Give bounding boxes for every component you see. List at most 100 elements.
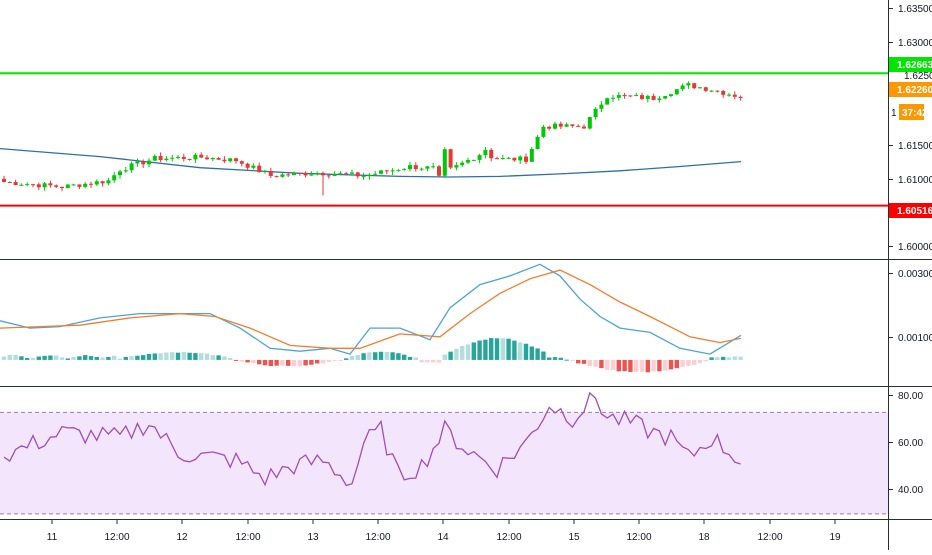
horizontal-levels-layer[interactable] bbox=[0, 72, 888, 207]
candle[interactable] bbox=[187, 158, 192, 161]
candle[interactable] bbox=[593, 107, 598, 120]
candle[interactable] bbox=[460, 160, 465, 168]
candle[interactable] bbox=[402, 167, 407, 171]
candles-layer[interactable] bbox=[2, 81, 743, 196]
candle[interactable] bbox=[437, 165, 441, 177]
candle[interactable] bbox=[466, 157, 470, 165]
candle[interactable] bbox=[234, 157, 238, 164]
candle[interactable] bbox=[326, 174, 331, 179]
candle[interactable] bbox=[390, 168, 395, 175]
candle[interactable] bbox=[500, 154, 505, 160]
candle[interactable] bbox=[651, 93, 656, 101]
candle[interactable] bbox=[616, 91, 621, 101]
candle[interactable] bbox=[152, 154, 157, 161]
candle[interactable] bbox=[350, 169, 354, 176]
price-axis[interactable]: 1.63500 1.63000 1.62500 1.61500 1.61000 … bbox=[888, 4, 932, 253]
candle[interactable] bbox=[413, 162, 418, 172]
candle[interactable] bbox=[176, 155, 180, 160]
candle[interactable] bbox=[535, 135, 540, 150]
candle[interactable] bbox=[634, 92, 639, 97]
candle[interactable] bbox=[216, 156, 221, 160]
candle[interactable] bbox=[622, 92, 627, 99]
candle[interactable] bbox=[680, 83, 685, 92]
candle[interactable] bbox=[495, 156, 499, 160]
candle[interactable] bbox=[738, 95, 743, 101]
candle[interactable] bbox=[605, 97, 610, 105]
candle[interactable] bbox=[611, 94, 615, 102]
candle[interactable] bbox=[396, 169, 401, 172]
candle[interactable] bbox=[570, 124, 575, 128]
candle[interactable] bbox=[454, 162, 459, 171]
rsi-axis[interactable]: 80.00 60.00 40.00 bbox=[888, 391, 923, 496]
candle[interactable] bbox=[599, 101, 604, 113]
candle[interactable] bbox=[164, 156, 169, 162]
candle[interactable] bbox=[367, 173, 372, 180]
candle[interactable] bbox=[732, 91, 737, 100]
candle[interactable] bbox=[321, 171, 325, 196]
candle[interactable] bbox=[7, 181, 12, 183]
candle[interactable] bbox=[361, 172, 366, 180]
candle[interactable] bbox=[71, 183, 76, 186]
candle[interactable] bbox=[698, 86, 702, 89]
candle[interactable] bbox=[123, 166, 128, 173]
candle[interactable] bbox=[645, 94, 650, 103]
candle[interactable] bbox=[268, 167, 273, 179]
candle[interactable] bbox=[384, 169, 389, 175]
candle[interactable] bbox=[709, 90, 714, 93]
candle[interactable] bbox=[448, 148, 453, 170]
candle[interactable] bbox=[42, 182, 47, 191]
candle[interactable] bbox=[13, 179, 18, 186]
candle[interactable] bbox=[315, 171, 320, 176]
candle[interactable] bbox=[251, 163, 256, 170]
candle[interactable] bbox=[686, 81, 691, 89]
candle[interactable] bbox=[518, 155, 523, 165]
candle[interactable] bbox=[669, 93, 673, 98]
candle[interactable] bbox=[477, 153, 482, 164]
candle[interactable] bbox=[344, 171, 349, 175]
candle[interactable] bbox=[431, 162, 436, 169]
candle[interactable] bbox=[263, 169, 267, 174]
candle[interactable] bbox=[663, 96, 668, 100]
candle[interactable] bbox=[373, 170, 378, 177]
candle[interactable] bbox=[512, 157, 517, 162]
candle[interactable] bbox=[379, 170, 383, 175]
candle[interactable] bbox=[657, 95, 662, 103]
candle[interactable] bbox=[703, 86, 708, 93]
candle[interactable] bbox=[471, 159, 476, 161]
candle[interactable] bbox=[419, 167, 424, 172]
candle[interactable] bbox=[558, 121, 563, 130]
candle[interactable] bbox=[292, 171, 296, 176]
candle[interactable] bbox=[692, 82, 697, 90]
candle[interactable] bbox=[141, 159, 146, 168]
candle[interactable] bbox=[280, 172, 285, 178]
candle[interactable] bbox=[222, 156, 227, 164]
candle[interactable] bbox=[135, 158, 140, 167]
candle[interactable] bbox=[564, 122, 569, 128]
candle[interactable] bbox=[582, 124, 586, 129]
candle[interactable] bbox=[245, 162, 250, 172]
candle[interactable] bbox=[83, 182, 88, 189]
candle[interactable] bbox=[309, 171, 314, 176]
candle[interactable] bbox=[408, 161, 412, 172]
candle[interactable] bbox=[210, 157, 215, 162]
candle[interactable] bbox=[181, 153, 186, 162]
candle[interactable] bbox=[36, 182, 41, 190]
candle[interactable] bbox=[106, 177, 111, 186]
candle[interactable] bbox=[193, 152, 198, 164]
candle[interactable] bbox=[332, 171, 337, 177]
candle[interactable] bbox=[228, 158, 233, 163]
candle[interactable] bbox=[489, 148, 494, 162]
candle[interactable] bbox=[483, 147, 488, 159]
candle[interactable] bbox=[529, 146, 534, 163]
candle[interactable] bbox=[147, 158, 151, 168]
macd-axis[interactable]: 0.00300 0.00100 bbox=[888, 269, 932, 344]
candle[interactable] bbox=[170, 154, 175, 162]
candle[interactable] bbox=[100, 180, 105, 187]
candle[interactable] bbox=[205, 155, 209, 160]
candle[interactable] bbox=[355, 171, 360, 179]
candle[interactable] bbox=[239, 160, 244, 167]
candle[interactable] bbox=[425, 165, 430, 172]
candle[interactable] bbox=[65, 184, 70, 189]
candle[interactable] bbox=[89, 181, 93, 188]
